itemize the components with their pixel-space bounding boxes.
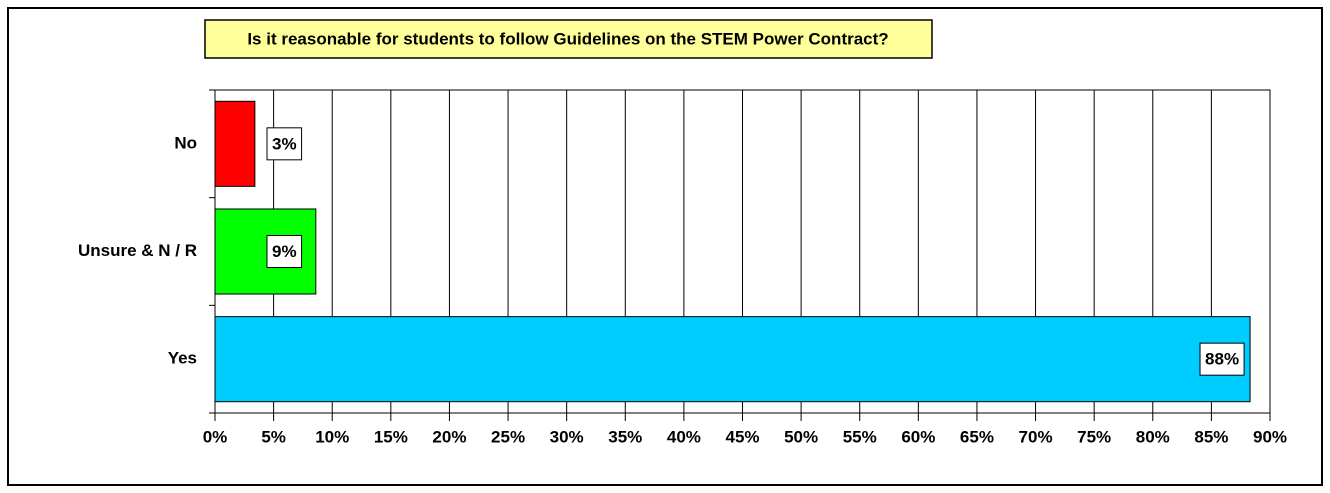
x-tick-label: 60%	[901, 427, 935, 446]
x-tick-label: 70%	[1019, 427, 1053, 446]
chart-title: Is it reasonable for students to follow …	[247, 29, 888, 48]
x-tick-label: 45%	[725, 427, 759, 446]
x-tick-label: 85%	[1194, 427, 1228, 446]
value-label-box	[266, 235, 303, 268]
y-tick-label: No	[174, 133, 197, 152]
value-label: 9%	[272, 242, 297, 261]
title-box	[204, 19, 933, 59]
x-tick-label: 0%	[203, 427, 228, 446]
x-tick-label: 20%	[432, 427, 466, 446]
value-label-box	[266, 127, 303, 161]
bar	[214, 100, 256, 187]
value-label-box	[1199, 342, 1245, 376]
x-tick-label: 90%	[1253, 427, 1287, 446]
value-label: 88%	[1205, 350, 1239, 369]
x-tick-label: 65%	[960, 427, 994, 446]
x-tick-label: 55%	[843, 427, 877, 446]
value-label: 3%	[272, 134, 297, 153]
x-tick-label: 35%	[608, 427, 642, 446]
x-tick-label: 75%	[1077, 427, 1111, 446]
x-tick-label: 50%	[784, 427, 818, 446]
x-tick-label: 25%	[491, 427, 525, 446]
x-tick-label: 30%	[550, 427, 584, 446]
x-tick-label: 10%	[315, 427, 349, 446]
x-tick-label: 15%	[374, 427, 408, 446]
y-tick-label: Unsure & N / R	[78, 241, 197, 260]
x-tick-label: 80%	[1136, 427, 1170, 446]
y-tick-label: Yes	[168, 349, 197, 368]
bar	[214, 316, 1251, 403]
x-tick-label: 40%	[667, 427, 701, 446]
x-tick-label: 5%	[261, 427, 286, 446]
